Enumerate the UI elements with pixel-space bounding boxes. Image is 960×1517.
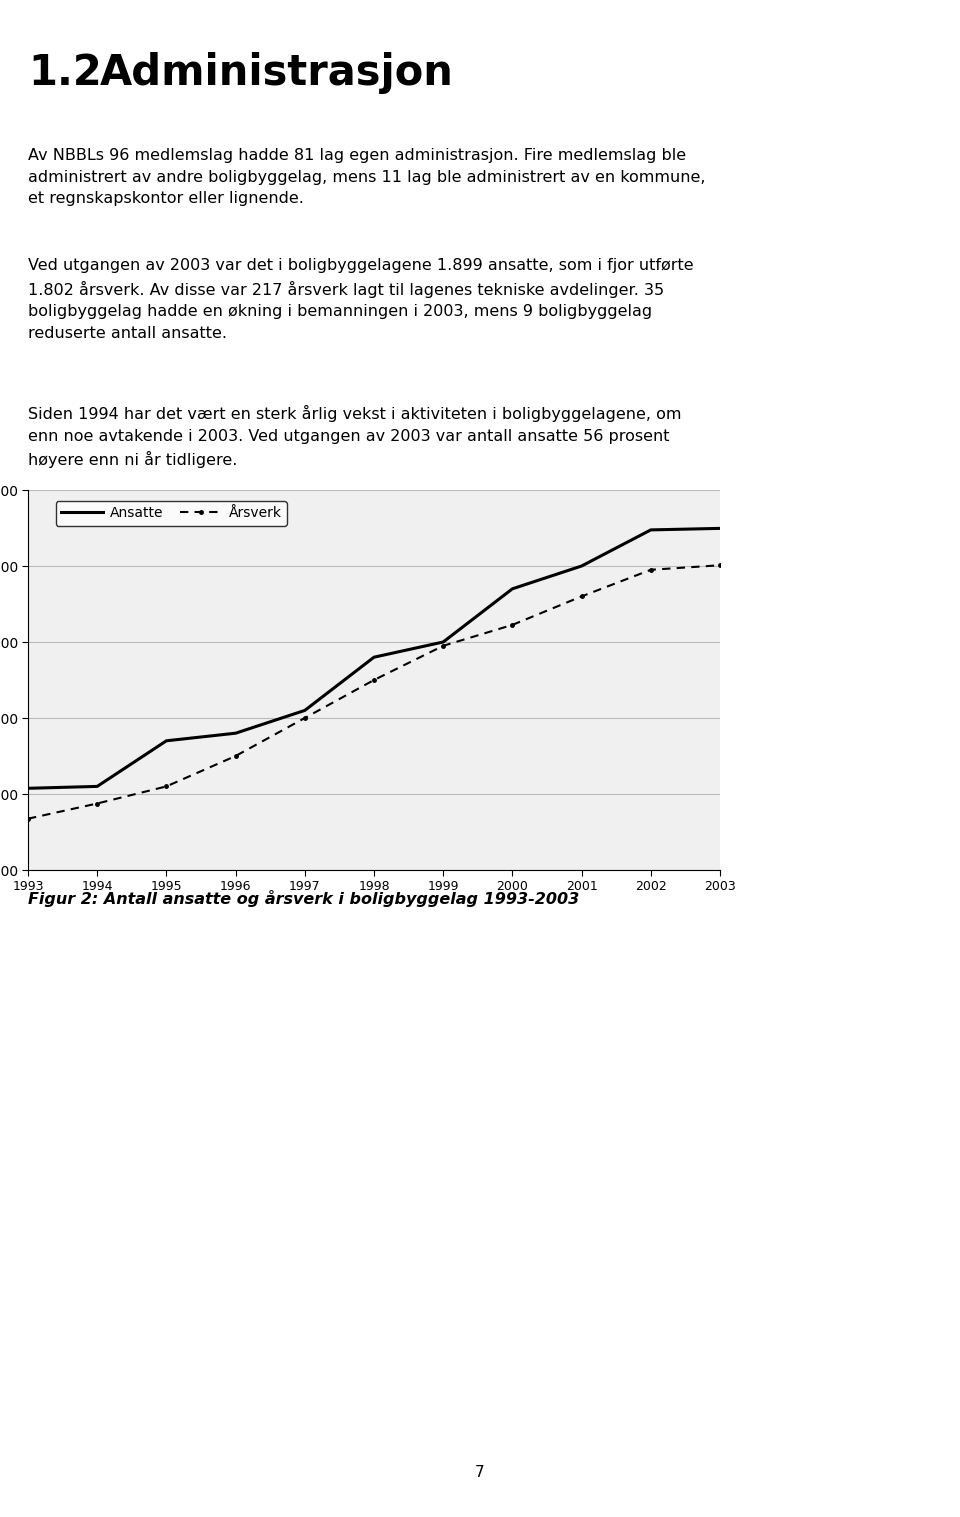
Ansatte — [91, 777, 103, 795]
Årsverk — [576, 587, 588, 605]
Text: Siden 1994 har det vært en sterk årlig vekst i aktiviteten i boligbyggelagene, o: Siden 1994 har det vært en sterk årlig v… — [28, 405, 682, 469]
Text: Ved utgangen av 2003 var det i boligbyggelagene 1.899 ansatte, som i fjor utført: Ved utgangen av 2003 var det i boligbygg… — [28, 258, 694, 341]
Årsverk — [160, 777, 172, 795]
Ansatte — [714, 519, 726, 537]
Ansatte — [229, 724, 241, 742]
Årsverk — [369, 671, 380, 689]
Ansatte — [22, 780, 34, 798]
Ansatte — [299, 701, 310, 719]
Text: 1.2: 1.2 — [28, 52, 102, 94]
Årsverk — [91, 795, 103, 813]
Legend: Ansatte, Årsverk: Ansatte, Årsverk — [56, 501, 287, 526]
Ansatte — [369, 648, 380, 666]
Line: Årsverk: Årsverk — [25, 561, 724, 822]
Text: Administrasjon: Administrasjon — [100, 52, 454, 94]
Line: Ansatte: Ansatte — [28, 528, 720, 789]
Ansatte — [160, 731, 172, 749]
Årsverk — [229, 746, 241, 765]
Ansatte — [576, 557, 588, 575]
Årsverk — [645, 561, 657, 579]
Årsverk — [507, 616, 518, 634]
Ansatte — [438, 633, 449, 651]
Årsverk — [299, 708, 310, 727]
Text: Figur 2: Antall ansatte og årsverk i boligbyggelag 1993-2003: Figur 2: Antall ansatte og årsverk i bol… — [28, 890, 579, 907]
Årsverk — [22, 810, 34, 828]
Text: 7: 7 — [475, 1465, 485, 1481]
Ansatte — [645, 520, 657, 539]
Årsverk — [438, 637, 449, 655]
Ansatte — [507, 579, 518, 598]
Text: Av NBBLs 96 medlemslag hadde 81 lag egen administrasjon. Fire medlemslag ble
adm: Av NBBLs 96 medlemslag hadde 81 lag egen… — [28, 149, 706, 206]
Årsverk — [714, 557, 726, 575]
